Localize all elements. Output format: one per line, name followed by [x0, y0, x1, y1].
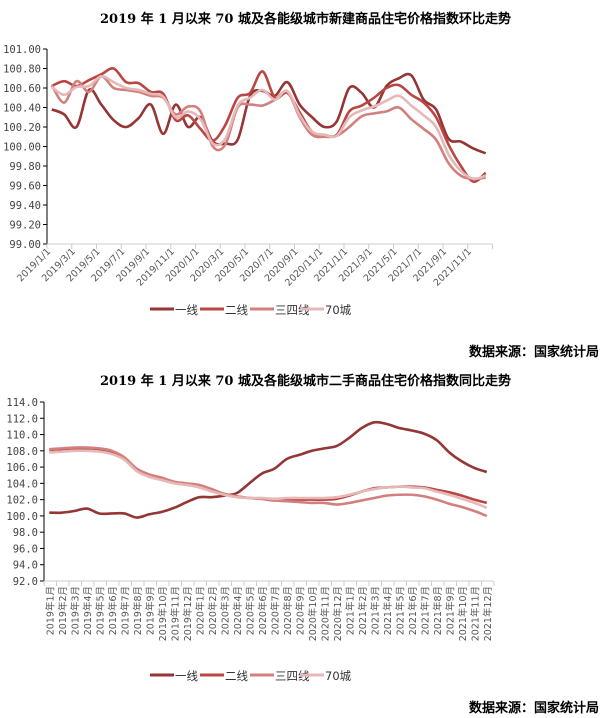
chart2-title: 2019 年 1 月以来 70 城及各能级城市二手商品住宅价格指数同比走势: [100, 374, 511, 389]
chart1-title: 2019 年 1 月以来 70 城及各能级城市新建商品住宅价格指数环比走势: [100, 12, 511, 27]
y-tick-label: 99.40: [9, 200, 41, 212]
legend-label: 三四线: [275, 303, 310, 317]
x-tick-label: 2019年5月: [94, 586, 106, 635]
series-line-三四线: [49, 446, 488, 518]
legend-label: 70城: [325, 669, 352, 683]
x-tick-label: 2020年7月: [269, 586, 281, 635]
y-tick-label: 112.0: [6, 413, 38, 425]
x-tick-label: 2019年10月: [157, 586, 169, 641]
x-tick-label: 2019年2月: [57, 586, 69, 635]
x-tick-label: 2021年5月: [394, 586, 406, 635]
x-tick-label: 2019年4月: [82, 586, 94, 635]
x-tick-label: 2020年3月: [219, 586, 231, 635]
y-tick-label: 102.0: [6, 495, 38, 507]
legend-label: 三四线: [275, 669, 310, 683]
y-tick-label: 92.0: [13, 576, 38, 588]
y-tick-label: 99.00: [9, 239, 41, 251]
x-tick-label: 2021年3月: [369, 586, 381, 635]
legend-label: 一线: [175, 669, 198, 683]
series-line-70城: [50, 74, 487, 181]
y-tick-label: 100.60: [3, 83, 41, 95]
series-line-二线: [51, 67, 487, 183]
series-line-70城: [49, 449, 488, 509]
y-tick-label: 108.0: [6, 446, 38, 458]
y-tick-label: 99.80: [9, 161, 41, 173]
x-tick-label: 2020年8月: [282, 586, 294, 635]
x-tick-label: 2020年11月: [319, 586, 331, 641]
y-tick-label: 94.0: [13, 560, 38, 572]
series-line-三四线: [50, 75, 486, 181]
x-tick-label: 2019年9月: [144, 586, 156, 635]
x-tick-label: 2021年9月: [444, 586, 456, 635]
y-tick-label: 114.0: [6, 397, 38, 409]
legend-label: 70城: [325, 303, 352, 317]
x-tick-label: 2019年1月: [44, 586, 56, 635]
x-tick-label: 2021年7月: [419, 586, 431, 635]
x-tick-label: 2019年12月: [182, 586, 194, 641]
x-tick-label: 2020年10月: [307, 586, 319, 641]
x-tick-label: 2019年11月: [169, 586, 181, 641]
y-tick-label: 100.00: [3, 142, 41, 154]
chart1-source: 数据来源：国家统计局: [468, 345, 599, 360]
x-tick-label: 2020年4月: [232, 586, 244, 635]
x-tick-label: 2019年6月: [107, 586, 119, 635]
legend-label: 二线: [225, 669, 248, 683]
chart2-source: 数据来源：国家统计局: [468, 701, 599, 716]
chart2-yoy-second-hand-index: 114.0 112.0 110.0 108.0 106.0 104.0 102.0 100.0…: [6, 397, 495, 683]
y-tick-label: 99.60: [9, 181, 41, 193]
y-tick-label: 106.0: [6, 462, 38, 474]
y-tick-label: 98.0: [13, 527, 38, 539]
y-tick-label: 99.20: [9, 220, 41, 232]
chart1-monthly-new-home-index: 101.00 100.80 100.60 100.40 100.20 100.00 99.8…: [3, 44, 493, 317]
x-tick-label: 2020年6月: [257, 586, 269, 635]
x-tick-label: 2021年4月: [382, 586, 394, 635]
legend-label: 一线: [175, 303, 198, 317]
x-tick-label: 2021年1月: [344, 586, 356, 635]
x-tick-label: 2021年6月: [407, 586, 419, 635]
y-tick-label: 100.80: [3, 64, 41, 76]
x-tick-label: 2020年1月: [194, 586, 206, 635]
x-tick-label: 2019年8月: [132, 586, 144, 635]
y-tick-label: 110.0: [6, 430, 38, 442]
y-tick-label: 104.0: [6, 478, 38, 490]
y-tick-label: 96.0: [13, 543, 38, 555]
x-tick-label: 2020年5月: [244, 586, 256, 635]
x-tick-label: 2019年7月: [119, 586, 131, 635]
x-tick-label: 2020年9月: [294, 586, 306, 635]
x-tick-label: 2019年3月: [69, 586, 81, 635]
series-line-一线: [49, 420, 488, 519]
legend-label: 二线: [225, 303, 248, 317]
y-tick-label: 100.20: [3, 122, 41, 134]
y-tick-label: 100.0: [6, 511, 38, 523]
y-tick-label: 100.40: [3, 103, 41, 115]
x-tick-label: 2020年2月: [207, 586, 219, 635]
x-tick-label: 2021年8月: [432, 586, 444, 635]
x-tick-label: 2021年2月: [357, 586, 369, 635]
x-tick-label: 2020年12月: [332, 586, 344, 641]
y-tick-label: 101.00: [3, 44, 41, 56]
x-tick-label: 2021年10月: [457, 586, 469, 641]
x-tick-label: 2021年11月: [469, 586, 481, 641]
x-tick-label: 2021年12月: [482, 586, 494, 641]
